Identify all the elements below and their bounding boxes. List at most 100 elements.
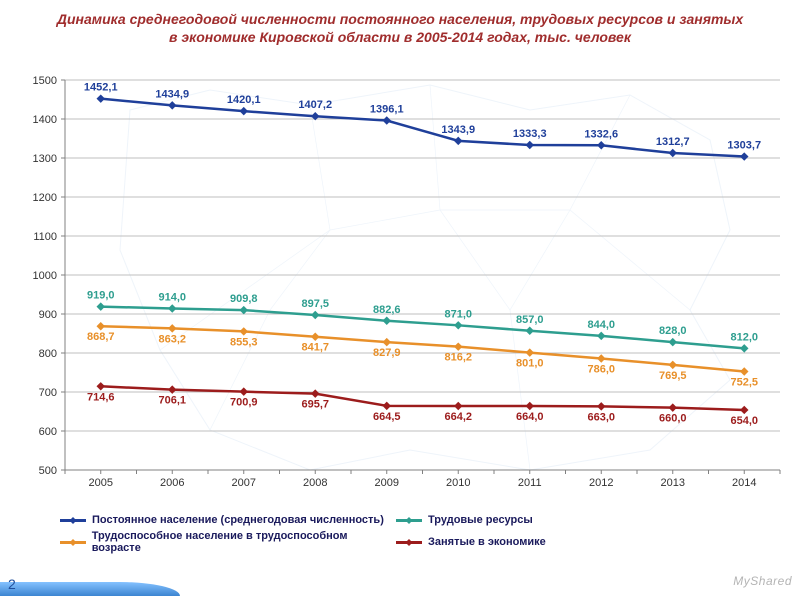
marker-labor [168,305,176,313]
marker-population [240,107,248,115]
marker-working_age [740,368,748,376]
marker-employed [383,402,391,410]
marker-labor [383,317,391,325]
legend-swatch [396,519,422,522]
legend-swatch [396,541,422,544]
marker-working_age [526,349,534,357]
x-tick-label: 2005 [89,477,113,489]
value-label-labor: 871,0 [444,309,472,321]
marker-labor [526,327,534,335]
x-tick-label: 2012 [589,477,613,489]
value-label-population: 1333,3 [513,128,547,140]
marker-labor [454,321,462,329]
y-tick-label: 1400 [33,114,57,126]
value-label-employed: 664,2 [444,411,472,423]
marker-working_age [240,328,248,336]
marker-working_age [168,324,176,332]
footer-decoration [0,582,180,596]
value-label-working_age: 855,3 [230,337,258,349]
legend: Постоянное население (среднегодовая числ… [0,510,800,558]
value-label-population: 1343,9 [441,124,475,136]
value-label-working_age: 863,2 [158,334,186,346]
y-tick-label: 600 [39,426,57,438]
legend-swatch [60,519,86,522]
marker-population [740,153,748,161]
value-label-employed: 664,5 [373,411,401,423]
marker-employed [740,406,748,414]
chart-title: Динамика среднегодовой численности посто… [0,0,800,50]
x-tick-label: 2014 [732,477,756,489]
footer: 2 MyShared [0,570,800,596]
marker-labor [311,311,319,319]
value-label-working_age: 868,7 [87,332,115,344]
value-label-population: 1420,1 [227,95,261,107]
value-label-employed: 664,0 [516,411,544,423]
y-tick-label: 1500 [33,75,57,87]
value-label-labor: 844,0 [587,319,615,331]
value-label-population: 1396,1 [370,104,404,116]
marker-employed [526,402,534,410]
value-label-labor: 897,5 [301,298,329,310]
value-label-working_age: 827,9 [373,347,401,359]
series-employed [101,387,745,411]
legend-item-employed: Занятые в экономике [396,530,732,554]
marker-labor [97,303,105,311]
value-label-labor: 882,6 [373,304,401,316]
value-label-employed: 695,7 [301,399,329,411]
legend-item-working_age: Трудоспособное население в трудоспособно… [60,530,396,554]
marker-labor [240,306,248,314]
marker-working_age [311,333,319,341]
x-tick-label: 2010 [446,477,470,489]
marker-population [597,141,605,149]
y-tick-label: 1200 [33,192,57,204]
map-background [120,85,730,470]
value-label-labor: 857,0 [516,314,544,326]
legend-item-population: Постоянное население (среднегодовая числ… [60,514,396,526]
y-tick-label: 1000 [33,270,57,282]
marker-working_age [454,343,462,351]
value-label-labor: 812,0 [730,332,758,344]
y-tick-label: 1100 [33,231,57,243]
y-tick-label: 500 [39,465,57,477]
y-tick-label: 800 [39,348,57,360]
x-tick-label: 2006 [160,477,184,489]
legend-swatch [60,541,86,544]
x-tick-label: 2009 [375,477,399,489]
marker-population [168,102,176,110]
chart-area: 5006007008009001000110012001300140015002… [10,50,790,510]
x-tick-label: 2011 [518,477,542,489]
title-line-1: Динамика среднегодовой численности посто… [57,11,743,27]
marker-population [454,137,462,145]
value-label-population: 1332,6 [584,129,618,141]
legend-label: Постоянное население (среднегодовая числ… [92,514,384,526]
value-label-working_age: 801,0 [516,358,544,370]
marker-employed [168,386,176,394]
legend-item-labor: Трудовые ресурсы [396,514,732,526]
value-label-employed: 714,6 [87,392,115,404]
value-label-employed: 663,0 [587,412,615,424]
legend-label: Трудовые ресурсы [428,514,533,526]
x-tick-label: 2008 [303,477,327,489]
series-labor [101,307,745,349]
marker-labor [669,338,677,346]
value-label-population: 1434,9 [155,89,189,101]
page-number: 2 [8,576,16,592]
value-label-working_age: 841,7 [301,342,329,354]
line-chart: 5006007008009001000110012001300140015002… [10,50,790,510]
marker-working_age [597,355,605,363]
marker-employed [311,390,319,398]
value-label-employed: 660,0 [659,413,687,425]
value-label-labor: 914,0 [158,292,186,304]
marker-employed [669,404,677,412]
value-label-population: 1452,1 [84,82,118,94]
marker-employed [597,403,605,411]
y-tick-label: 900 [39,309,57,321]
value-label-employed: 706,1 [158,395,186,407]
value-label-labor: 828,0 [659,325,687,337]
series-working_age [101,327,745,372]
value-label-population: 1312,7 [656,136,690,148]
value-label-employed: 700,9 [230,397,258,409]
series-population [101,99,745,157]
value-label-employed: 654,0 [730,415,758,427]
legend-label: Трудоспособное население в трудоспособно… [92,530,396,554]
